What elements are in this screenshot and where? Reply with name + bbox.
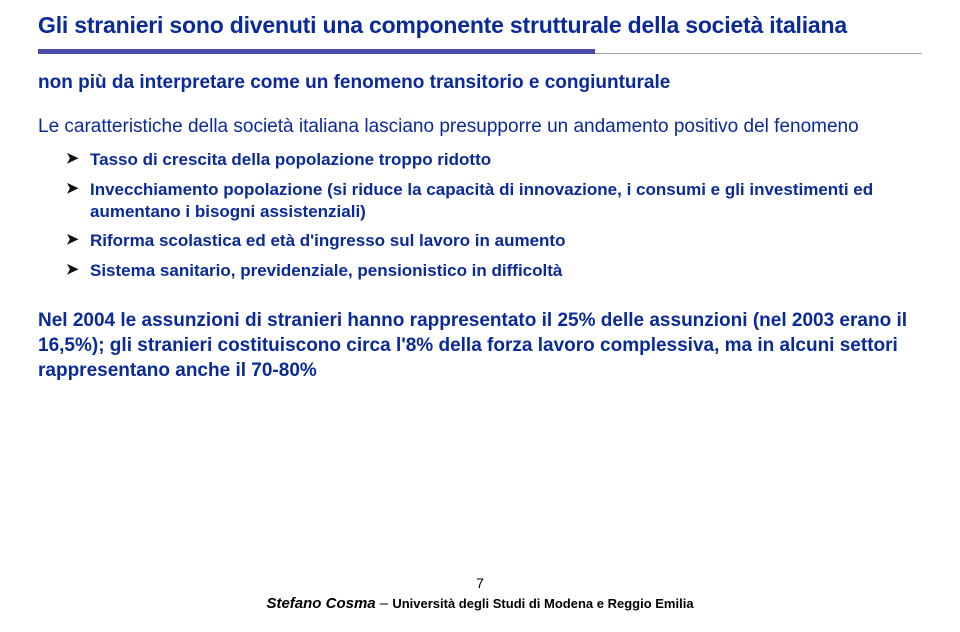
rule-outer: [38, 49, 922, 54]
footer: 7 Stefano Cosma – Università degli Studi…: [0, 575, 960, 612]
bullet-item: Invecchiamento popolazione (si riduce la…: [66, 179, 922, 224]
slide-title: Gli stranieri sono divenuti una componen…: [38, 12, 922, 39]
lead-text: Le caratteristiche della società italian…: [38, 114, 922, 139]
title-rule: [38, 49, 922, 54]
bullet-item: Riforma scolastica ed età d'ingresso sul…: [66, 230, 922, 252]
footer-line: Stefano Cosma – Università degli Studi d…: [0, 595, 960, 612]
bullet-item: Tasso di crescita della popolazione trop…: [66, 149, 922, 171]
bullet-item: Sistema sanitario, previdenziale, pensio…: [66, 260, 922, 282]
slide: Gli stranieri sono divenuti una componen…: [0, 0, 960, 632]
bullet-list: Tasso di crescita della popolazione trop…: [38, 149, 922, 282]
slide-subtitle: non più da interpretare come un fenomeno…: [38, 72, 922, 94]
footer-dash: –: [376, 595, 393, 612]
footer-author: Stefano Cosma: [266, 595, 375, 612]
page-number: 7: [0, 575, 960, 591]
footer-university: Università degli Studi di Modena e Reggi…: [392, 596, 693, 611]
rule-inner: [38, 49, 595, 54]
conclusion-text: Nel 2004 le assunzioni di stranieri hann…: [38, 308, 922, 383]
